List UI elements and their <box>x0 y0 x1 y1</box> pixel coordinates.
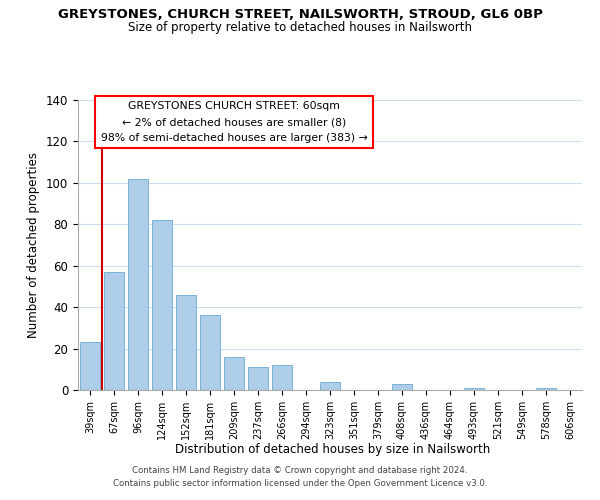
Bar <box>248 367 268 390</box>
Text: GREYSTONES CHURCH STREET: 60sqm
← 2% of detached houses are smaller (8)
98% of s: GREYSTONES CHURCH STREET: 60sqm ← 2% of … <box>101 102 368 142</box>
Bar <box>200 316 220 390</box>
Bar <box>104 272 124 390</box>
Bar <box>272 365 292 390</box>
Bar <box>224 357 244 390</box>
Bar <box>392 384 412 390</box>
Bar <box>320 382 340 390</box>
Text: Distribution of detached houses by size in Nailsworth: Distribution of detached houses by size … <box>175 442 491 456</box>
Y-axis label: Number of detached properties: Number of detached properties <box>28 152 40 338</box>
Bar <box>80 342 100 390</box>
Bar <box>176 294 196 390</box>
Text: Contains HM Land Registry data © Crown copyright and database right 2024.
Contai: Contains HM Land Registry data © Crown c… <box>113 466 487 487</box>
Bar <box>464 388 484 390</box>
Text: Size of property relative to detached houses in Nailsworth: Size of property relative to detached ho… <box>128 21 472 34</box>
Bar <box>152 220 172 390</box>
Bar <box>128 178 148 390</box>
Text: GREYSTONES, CHURCH STREET, NAILSWORTH, STROUD, GL6 0BP: GREYSTONES, CHURCH STREET, NAILSWORTH, S… <box>58 8 542 20</box>
Bar <box>536 388 556 390</box>
